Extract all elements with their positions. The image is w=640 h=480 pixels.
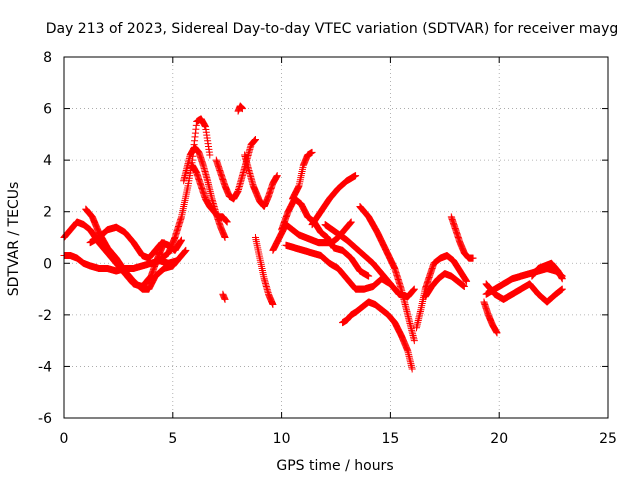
series-arc-w: [447, 213, 477, 262]
series-arc-r: [339, 298, 416, 373]
y-tick-label: -4: [38, 359, 52, 375]
x-tick-label: 0: [60, 431, 69, 447]
series-arc-p: [308, 172, 360, 229]
y-tick-label: 0: [43, 256, 52, 272]
data-point: [221, 234, 229, 241]
y-tick-label: 8: [43, 50, 52, 66]
series-arc-h: [212, 136, 259, 203]
x-tick-label: 20: [490, 431, 508, 447]
y-axis-label: SDTVAR / TECUs: [6, 182, 22, 297]
series-arc-i: [234, 102, 246, 115]
data-point: [460, 282, 468, 290]
series-arc-aa: [528, 259, 566, 283]
series-arc-c: [82, 205, 190, 293]
series-arc-j: [219, 290, 229, 303]
data-point: [308, 148, 316, 156]
axis-ticks: 0 5 10 15 20 25 -6 -4 -2 0 2 4 6 8: [38, 50, 617, 447]
data-point: [238, 105, 246, 113]
data-point: [558, 275, 566, 283]
data-point: [273, 172, 281, 180]
series-arc-o: [288, 148, 316, 203]
data-point: [206, 151, 214, 159]
plot-frame: [63, 56, 609, 419]
series-arc-x: [480, 298, 501, 337]
y-tick-label: 4: [43, 153, 52, 169]
data-point: [182, 246, 190, 254]
data-point: [408, 365, 416, 373]
series-arc-l: [251, 234, 277, 309]
data-point: [558, 285, 566, 293]
data-point: [365, 272, 373, 280]
series-arc-e: [158, 115, 214, 262]
data-point: [347, 218, 355, 226]
x-tick-label: 10: [273, 431, 291, 447]
data-points: [60, 102, 566, 373]
data-point: [223, 218, 231, 226]
chart-title: Day 213 of 2023, Sidereal Day-to-day VTE…: [46, 21, 619, 37]
data-point: [410, 337, 418, 345]
series-arc-t: [321, 221, 418, 301]
x-axis-label: GPS time / hours: [276, 458, 393, 474]
x-tick-label: 15: [381, 431, 399, 447]
series-arc-z: [482, 280, 566, 306]
data-point: [178, 236, 186, 244]
y-tick-label: -2: [38, 308, 52, 324]
y-tick-label: 2: [43, 205, 52, 221]
data-point: [269, 301, 277, 309]
series-arc-v: [421, 270, 468, 301]
data-point: [463, 277, 471, 285]
data-point: [469, 254, 477, 262]
data-point: [493, 329, 501, 337]
data-point: [410, 285, 418, 293]
y-tick-label: -6: [38, 411, 52, 427]
data-point: [352, 172, 360, 180]
series-arc-k: [241, 151, 281, 211]
x-tick-label: 5: [168, 431, 177, 447]
grid-lines: [64, 57, 608, 418]
series-arc-u: [413, 252, 471, 332]
data-point: [251, 136, 259, 144]
y-tick-label: 6: [43, 102, 52, 118]
x-tick-label: 25: [599, 431, 617, 447]
series-arc-g: [188, 161, 231, 226]
data-point: [221, 295, 229, 303]
